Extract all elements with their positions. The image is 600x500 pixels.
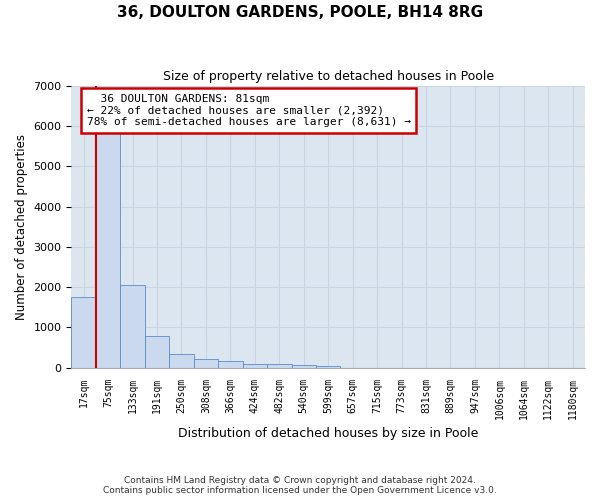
Bar [96, 130, 121, 368]
Y-axis label: Number of detached properties: Number of detached properties [15, 134, 28, 320]
Bar [169, 354, 194, 368]
Text: 36 DOULTON GARDENS: 81sqm
← 22% of detached houses are smaller (2,392)
78% of se: 36 DOULTON GARDENS: 81sqm ← 22% of detac… [87, 94, 411, 127]
X-axis label: Distribution of detached houses by size in Poole: Distribution of detached houses by size … [178, 427, 478, 440]
Text: 36, DOULTON GARDENS, POOLE, BH14 8RG: 36, DOULTON GARDENS, POOLE, BH14 8RG [117, 5, 483, 20]
Bar [194, 358, 218, 368]
Bar [121, 285, 145, 368]
Bar [71, 298, 96, 368]
Bar [218, 362, 242, 368]
Bar [267, 364, 292, 368]
Bar [292, 365, 316, 368]
Bar [145, 336, 169, 368]
Text: Contains HM Land Registry data © Crown copyright and database right 2024.
Contai: Contains HM Land Registry data © Crown c… [103, 476, 497, 495]
Title: Size of property relative to detached houses in Poole: Size of property relative to detached ho… [163, 70, 494, 83]
Bar [316, 366, 340, 368]
Bar [242, 364, 267, 368]
